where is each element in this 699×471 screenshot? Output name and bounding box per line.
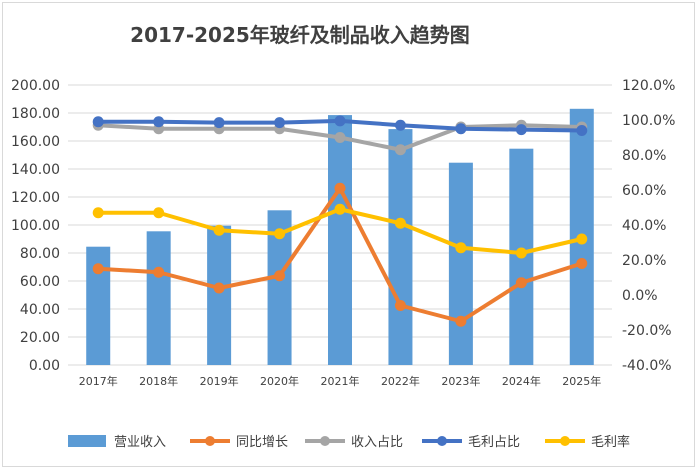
legend-marker	[205, 436, 215, 446]
data-point	[455, 123, 467, 135]
data-point	[394, 300, 406, 311]
data-point	[394, 217, 406, 229]
legend-label: 营业收入	[114, 435, 166, 450]
data-point	[394, 144, 406, 156]
left-tick-label: 20.00	[20, 330, 60, 346]
left-tick-label: 0.00	[29, 358, 60, 374]
data-point	[394, 119, 406, 131]
x-axis: 2017年 2018年 2019年 2020年 2021年 2022年 2023年 2024年…	[79, 374, 602, 388]
x-tick-label: 2019年	[200, 374, 239, 388]
data-point	[576, 125, 588, 136]
right-tick-label: 80.0%	[622, 148, 666, 164]
data-point	[455, 315, 467, 327]
data-point	[274, 117, 286, 129]
data-point	[92, 116, 104, 128]
right-tick-label: 100.0%	[622, 113, 675, 129]
left-tick-label: 100.00	[11, 218, 60, 234]
data-point	[153, 116, 165, 128]
right-tick-label: 120.0%	[622, 78, 675, 94]
x-tick-label: 2018年	[139, 374, 178, 388]
legend-marker	[437, 436, 447, 446]
right-tick-label: 20.0%	[622, 253, 666, 269]
lines	[92, 115, 588, 327]
bar	[388, 129, 413, 365]
right-axis: -40.0% -20.0% 0.0% 20.0% 40.0% 60.0% 80.0% 100.…	[622, 78, 675, 374]
data-point	[515, 247, 527, 259]
left-tick-label: 120.00	[11, 190, 60, 206]
bars	[86, 108, 594, 366]
x-tick-label: 2023年	[441, 374, 480, 388]
left-axis: 0.00 20.00 40.00 60.00 80.00 100.00 120.00 140.…	[11, 78, 60, 374]
data-point	[213, 282, 225, 294]
data-point	[576, 258, 588, 269]
data-point	[334, 203, 346, 215]
legend-label: 收入占比	[351, 435, 403, 450]
x-tick-label: 2017年	[79, 374, 118, 388]
right-tick-label: -20.0%	[622, 323, 672, 339]
left-tick-label: 140.00	[11, 162, 60, 178]
bar	[328, 115, 352, 365]
x-tick-label: 2020年	[260, 374, 299, 388]
left-tick-label: 200.00	[11, 78, 60, 94]
legend-label: 毛利率	[591, 434, 630, 450]
data-point	[92, 263, 104, 275]
data-point	[455, 242, 467, 254]
data-point	[334, 182, 346, 194]
left-tick-label: 160.00	[11, 134, 60, 150]
bar	[146, 231, 171, 365]
right-tick-label: -40.0%	[622, 358, 672, 374]
x-tick-label: 2024年	[502, 374, 541, 388]
right-tick-label: 0.0%	[622, 288, 658, 304]
data-point	[153, 266, 165, 278]
data-point	[515, 124, 527, 136]
data-point	[213, 117, 225, 129]
legend-swatch	[68, 435, 106, 447]
legend-marker	[320, 436, 330, 446]
right-tick-label: 40.0%	[622, 218, 666, 234]
bar	[207, 225, 232, 365]
data-point	[515, 277, 527, 289]
x-tick-label: 2025年	[562, 374, 601, 388]
data-point	[274, 228, 286, 240]
legend-label: 毛利占比	[468, 435, 520, 450]
legend-marker	[560, 436, 570, 446]
data-point	[274, 270, 286, 282]
legend-label: 同比增长	[236, 435, 288, 450]
left-tick-label: 180.00	[11, 106, 60, 122]
data-point	[334, 132, 346, 143]
left-tick-label: 60.00	[20, 274, 60, 290]
data-point	[334, 115, 346, 127]
left-tick-label: 80.00	[20, 246, 60, 262]
chart-title: 2017-2025年玻纤及制品收入趋势图	[130, 23, 470, 47]
left-tick-label: 40.00	[20, 302, 60, 318]
data-point	[92, 207, 104, 219]
legend: 营业收入 同比增长 收入占比 毛利占比 毛利率	[68, 434, 630, 450]
right-tick-label: 60.0%	[622, 183, 666, 199]
x-tick-label: 2021年	[321, 374, 360, 388]
data-point	[576, 233, 588, 245]
bar	[448, 162, 473, 365]
data-point	[213, 224, 225, 236]
x-tick-label: 2022年	[381, 374, 420, 388]
data-point	[153, 207, 165, 219]
